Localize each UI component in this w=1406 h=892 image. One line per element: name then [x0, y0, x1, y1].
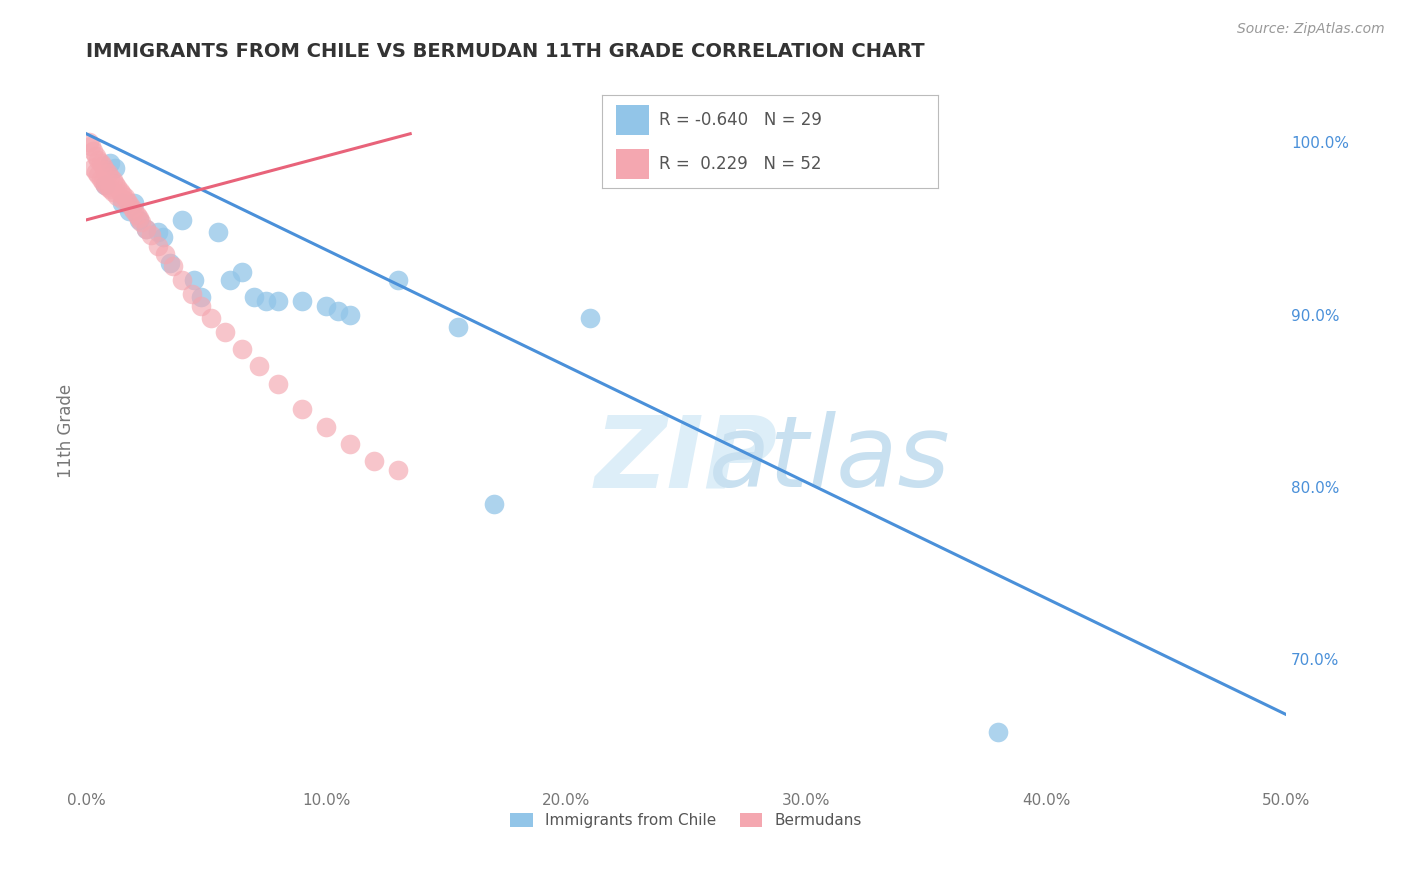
- Point: [180, 287, 202, 301]
- Point: [128, 211, 150, 226]
- Point: [200, 311, 222, 326]
- Point: [291, 293, 314, 308]
- Text: ZIP: ZIP: [595, 411, 778, 508]
- Point: [267, 376, 290, 391]
- Point: [124, 204, 146, 219]
- Point: [98, 169, 121, 184]
- Point: [339, 308, 361, 322]
- Point: [243, 290, 266, 304]
- Point: [91, 175, 114, 189]
- Point: [111, 195, 134, 210]
- Text: atlas: atlas: [709, 411, 950, 508]
- Point: [579, 311, 602, 326]
- Point: [135, 221, 157, 235]
- Point: [254, 293, 277, 308]
- Point: [94, 178, 117, 193]
- Point: [247, 359, 270, 374]
- Point: [107, 180, 129, 194]
- Point: [987, 724, 1010, 739]
- Point: [155, 247, 177, 261]
- Point: [190, 299, 212, 313]
- Point: [387, 273, 409, 287]
- Point: [101, 186, 124, 200]
- Point: [128, 213, 150, 227]
- Point: [82, 161, 104, 176]
- Point: [84, 164, 107, 178]
- Point: [363, 454, 385, 468]
- Point: [231, 264, 253, 278]
- Point: [114, 190, 136, 204]
- Point: [121, 201, 143, 215]
- Point: [111, 187, 134, 202]
- Point: [139, 228, 162, 243]
- Point: [214, 325, 236, 339]
- Point: [135, 221, 157, 235]
- Point: [98, 156, 121, 170]
- Point: [115, 194, 138, 208]
- Point: [111, 192, 134, 206]
- Point: [98, 182, 121, 196]
- Point: [108, 184, 131, 198]
- Point: [118, 197, 141, 211]
- Point: [152, 230, 174, 244]
- Point: [87, 168, 110, 182]
- Point: [387, 463, 409, 477]
- Point: [183, 273, 205, 287]
- Point: [172, 213, 194, 227]
- Text: Source: ZipAtlas.com: Source: ZipAtlas.com: [1237, 22, 1385, 37]
- Point: [315, 419, 337, 434]
- Point: [159, 256, 181, 270]
- Point: [91, 160, 114, 174]
- Point: [482, 497, 505, 511]
- Point: [118, 204, 141, 219]
- Point: [162, 260, 184, 274]
- Point: [77, 136, 100, 150]
- Point: [148, 225, 170, 239]
- Point: [94, 162, 117, 177]
- Point: [87, 153, 110, 167]
- Point: [104, 177, 127, 191]
- Point: [207, 225, 229, 239]
- Text: IMMIGRANTS FROM CHILE VS BERMUDAN 11TH GRADE CORRELATION CHART: IMMIGRANTS FROM CHILE VS BERMUDAN 11TH G…: [86, 42, 925, 61]
- Point: [94, 178, 117, 193]
- Point: [219, 273, 242, 287]
- Point: [82, 144, 104, 158]
- Point: [104, 161, 127, 176]
- Point: [267, 293, 290, 308]
- Point: [97, 180, 120, 194]
- Point: [80, 138, 103, 153]
- Point: [124, 195, 146, 210]
- Point: [148, 238, 170, 252]
- Point: [172, 273, 194, 287]
- Point: [97, 166, 120, 180]
- Point: [84, 149, 107, 163]
- Point: [315, 299, 337, 313]
- Point: [328, 304, 350, 318]
- Point: [231, 342, 253, 356]
- Point: [190, 290, 212, 304]
- Point: [447, 319, 470, 334]
- Y-axis label: 11th Grade: 11th Grade: [58, 384, 75, 478]
- Point: [107, 188, 129, 202]
- Point: [131, 214, 153, 228]
- Point: [291, 402, 314, 417]
- Point: [90, 171, 112, 186]
- Point: [125, 208, 148, 222]
- Point: [339, 437, 361, 451]
- Legend: Immigrants from Chile, Bermudans: Immigrants from Chile, Bermudans: [505, 807, 868, 835]
- Point: [101, 173, 124, 187]
- Point: [90, 156, 112, 170]
